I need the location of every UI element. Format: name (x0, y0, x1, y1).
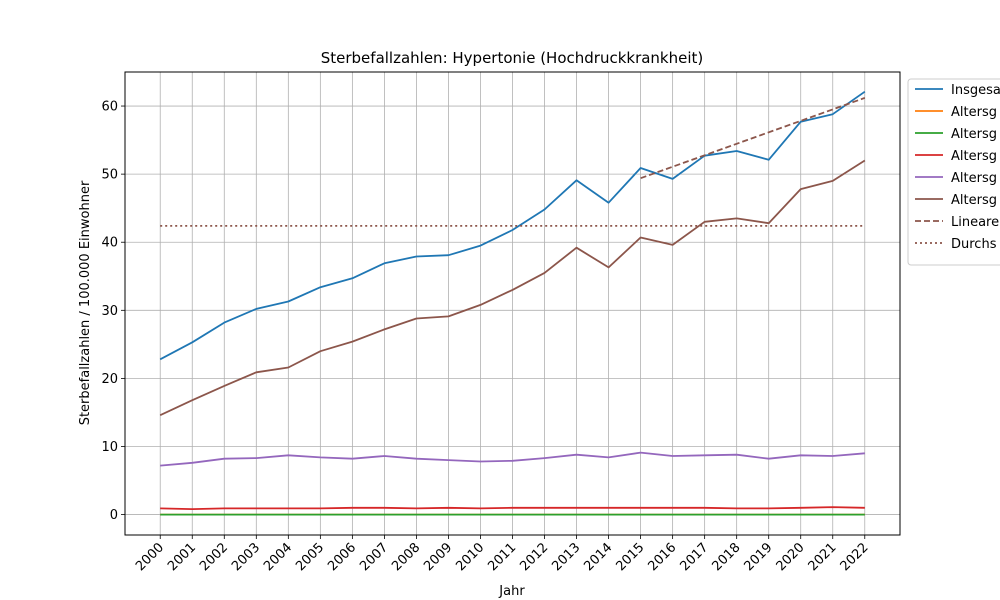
y-tick-label: 20 (101, 372, 118, 387)
legend-label: Altersg (951, 105, 997, 120)
series-line-0 (159, 90, 866, 361)
grid (125, 72, 900, 535)
y-axis-ticks: 0 10 20 30 40 50 60 (101, 100, 125, 523)
series-line-3 (160, 506, 865, 511)
legend-label: Altersg (951, 193, 997, 208)
legend-label: Altersg (951, 171, 997, 186)
legend-label: Insgesa (951, 83, 1000, 98)
legend-label: Altersg (951, 127, 997, 142)
legend-label: Altersg (951, 149, 997, 164)
legend-label: Durchs (951, 237, 997, 252)
legend: Insgesa Altersg Altersg Altersg Altersg Alter… (907, 78, 1000, 266)
x-axis-label: Jahr (498, 584, 525, 599)
y-tick-label: 0 (110, 508, 118, 523)
series-line-4 (160, 451, 865, 467)
series-line-5 (159, 159, 866, 417)
y-tick-label: 60 (101, 100, 118, 115)
y-tick-label: 50 (101, 168, 118, 183)
y-tick-label: 10 (101, 440, 118, 455)
y-tick-label: 30 (101, 304, 118, 319)
y-axis-label: Sterbefallzahlen / 100.000 Einwohner (78, 180, 93, 425)
chart-title: Sterbefallzahlen: Hypertonie (Hochdruckk… (321, 49, 704, 67)
y-tick-label: 40 (101, 236, 118, 251)
series-lines (159, 90, 866, 516)
series-line-6 (640, 97, 866, 180)
legend-box (907, 78, 1000, 266)
legend-label: Lineare (951, 215, 999, 230)
